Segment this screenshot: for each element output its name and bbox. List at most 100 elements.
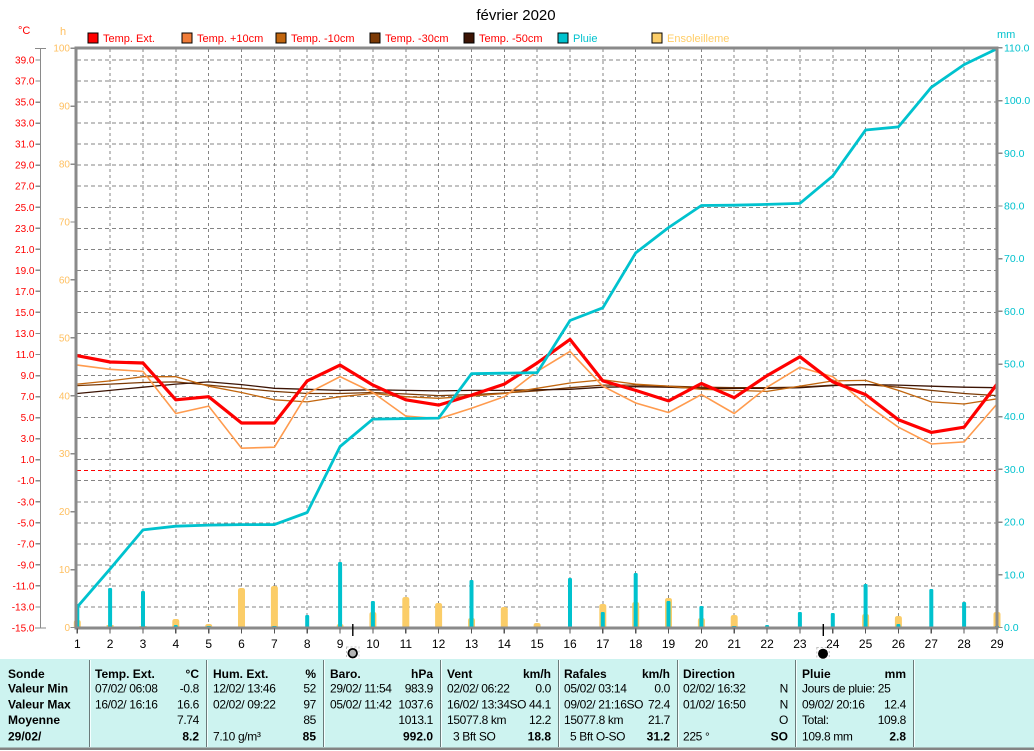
svg-text:2.8: 2.8: [889, 729, 906, 743]
svg-text:44.1: 44.1: [529, 697, 552, 711]
svg-text:°C: °C: [186, 667, 200, 681]
svg-text:25.0: 25.0: [15, 203, 35, 214]
svg-text:-13.0: -13.0: [12, 603, 35, 614]
svg-text:50.0: 50.0: [1004, 359, 1025, 371]
svg-text:29: 29: [990, 637, 1004, 651]
svg-text:100: 100: [53, 44, 70, 55]
svg-text:21.7: 21.7: [648, 713, 671, 727]
svg-text:37.0: 37.0: [15, 77, 35, 88]
svg-text:85: 85: [303, 713, 316, 727]
svg-text:12/02/ 13:46: 12/02/ 13:46: [213, 682, 276, 696]
svg-text:30.0: 30.0: [1004, 464, 1025, 476]
svg-text:35.0: 35.0: [15, 98, 35, 109]
svg-text:Valeur Max: Valeur Max: [8, 697, 71, 711]
svg-text:3: 3: [140, 637, 147, 651]
svg-text:31.0: 31.0: [15, 140, 35, 151]
svg-text:20: 20: [59, 507, 71, 518]
svg-text:février 2020: février 2020: [476, 7, 555, 24]
svg-text:30: 30: [59, 449, 71, 460]
svg-text:1037.6: 1037.6: [398, 697, 433, 711]
svg-text:8: 8: [304, 637, 311, 651]
svg-text:-5.0: -5.0: [17, 518, 35, 529]
svg-text:39.0: 39.0: [15, 56, 35, 67]
svg-text:19.0: 19.0: [15, 266, 35, 277]
svg-text:97: 97: [303, 697, 316, 711]
svg-text:72.4: 72.4: [648, 697, 671, 711]
svg-text:Rafales: Rafales: [564, 667, 607, 681]
svg-text:21: 21: [728, 637, 742, 651]
svg-text:h: h: [60, 26, 66, 38]
svg-text:Jours de pluie: 25: Jours de pluie: 25: [802, 682, 891, 696]
svg-text:0.0: 0.0: [1004, 622, 1019, 634]
svg-text:Valeur Min: Valeur Min: [8, 682, 68, 696]
svg-text:25: 25: [859, 637, 873, 651]
svg-text:02/02/ 06:22: 02/02/ 06:22: [447, 682, 510, 696]
svg-text:29.0: 29.0: [15, 161, 35, 172]
svg-text:SO: SO: [771, 729, 788, 743]
svg-text:02/02/ 16:32: 02/02/ 16:32: [683, 682, 746, 696]
svg-text:16/02/ 13:34SO: 16/02/ 13:34SO: [447, 697, 526, 711]
svg-text:05/02/ 11:42: 05/02/ 11:42: [330, 697, 392, 711]
svg-text:31.2: 31.2: [647, 729, 671, 743]
svg-text:Baro.: Baro.: [330, 667, 361, 681]
svg-text:mm: mm: [885, 667, 906, 681]
svg-text:18.8: 18.8: [528, 729, 552, 743]
svg-text:80.0: 80.0: [1004, 201, 1025, 213]
svg-text:0.0: 0.0: [535, 682, 551, 696]
svg-text:Temp. Ext.: Temp. Ext.: [95, 667, 155, 681]
svg-text:16.6: 16.6: [177, 697, 200, 711]
svg-text:60.0: 60.0: [1004, 306, 1025, 318]
svg-text:Ensoleilleme: Ensoleilleme: [667, 33, 729, 45]
svg-text:7.0: 7.0: [21, 392, 35, 403]
svg-text:110.0: 110.0: [1004, 42, 1030, 54]
svg-text:11.0: 11.0: [16, 350, 35, 361]
svg-text:0: 0: [64, 623, 70, 634]
svg-text:Direction: Direction: [683, 667, 735, 681]
svg-text:70: 70: [59, 218, 71, 229]
svg-text:28: 28: [957, 637, 971, 651]
svg-text:15077.8 km: 15077.8 km: [447, 713, 507, 727]
svg-text:07/02/ 06:08: 07/02/ 06:08: [95, 682, 158, 696]
svg-text:Temp. -50cm: Temp. -50cm: [479, 33, 543, 45]
svg-text:Pluie: Pluie: [573, 33, 597, 45]
svg-text:12.4: 12.4: [884, 697, 907, 711]
svg-text:50: 50: [59, 333, 71, 344]
svg-text:29/02/ 11:54: 29/02/ 11:54: [330, 682, 392, 696]
svg-text:15077.8 km: 15077.8 km: [564, 713, 624, 727]
svg-text:3 Bft SO: 3 Bft SO: [447, 729, 496, 743]
svg-text:05/02/ 03:14: 05/02/ 03:14: [564, 682, 627, 696]
svg-text:12.2: 12.2: [529, 713, 552, 727]
svg-text:20: 20: [695, 637, 709, 651]
svg-text:26: 26: [892, 637, 906, 651]
svg-text:-1.0: -1.0: [17, 476, 35, 487]
svg-text:27: 27: [925, 637, 939, 651]
svg-text:5.0: 5.0: [21, 413, 35, 424]
svg-text:11: 11: [400, 637, 413, 651]
svg-text:09/02/ 21:16SO: 09/02/ 21:16SO: [564, 697, 643, 711]
svg-text:Total:: Total:: [802, 713, 829, 727]
svg-text:10: 10: [366, 637, 380, 651]
svg-text:1.0: 1.0: [21, 455, 35, 466]
svg-text:19: 19: [662, 637, 676, 651]
svg-text:-7.0: -7.0: [17, 539, 35, 550]
svg-text:109.8 mm: 109.8 mm: [802, 729, 853, 743]
svg-text:-3.0: -3.0: [17, 497, 35, 508]
svg-text:mm: mm: [997, 29, 1015, 41]
svg-text:O: O: [779, 713, 788, 727]
svg-text:23.0: 23.0: [15, 224, 35, 235]
svg-text:2: 2: [107, 637, 114, 651]
svg-text:Hum. Ext.: Hum. Ext.: [213, 667, 268, 681]
svg-text:01/02/ 16:50: 01/02/ 16:50: [683, 697, 746, 711]
svg-text:Temp. Ext.: Temp. Ext.: [103, 33, 155, 45]
svg-text:km/h: km/h: [523, 667, 551, 681]
svg-text:40.0: 40.0: [1004, 411, 1025, 423]
svg-text:90: 90: [59, 102, 71, 113]
svg-text:-11.0: -11.0: [12, 581, 34, 592]
svg-text:16/02/ 16:16: 16/02/ 16:16: [95, 697, 158, 711]
svg-text:Sonde: Sonde: [8, 667, 45, 681]
svg-text:Pluie: Pluie: [802, 667, 831, 681]
svg-text:0.0: 0.0: [654, 682, 670, 696]
svg-text:10.0: 10.0: [1004, 569, 1025, 581]
svg-text:17: 17: [596, 637, 610, 651]
svg-text:15: 15: [530, 637, 544, 651]
